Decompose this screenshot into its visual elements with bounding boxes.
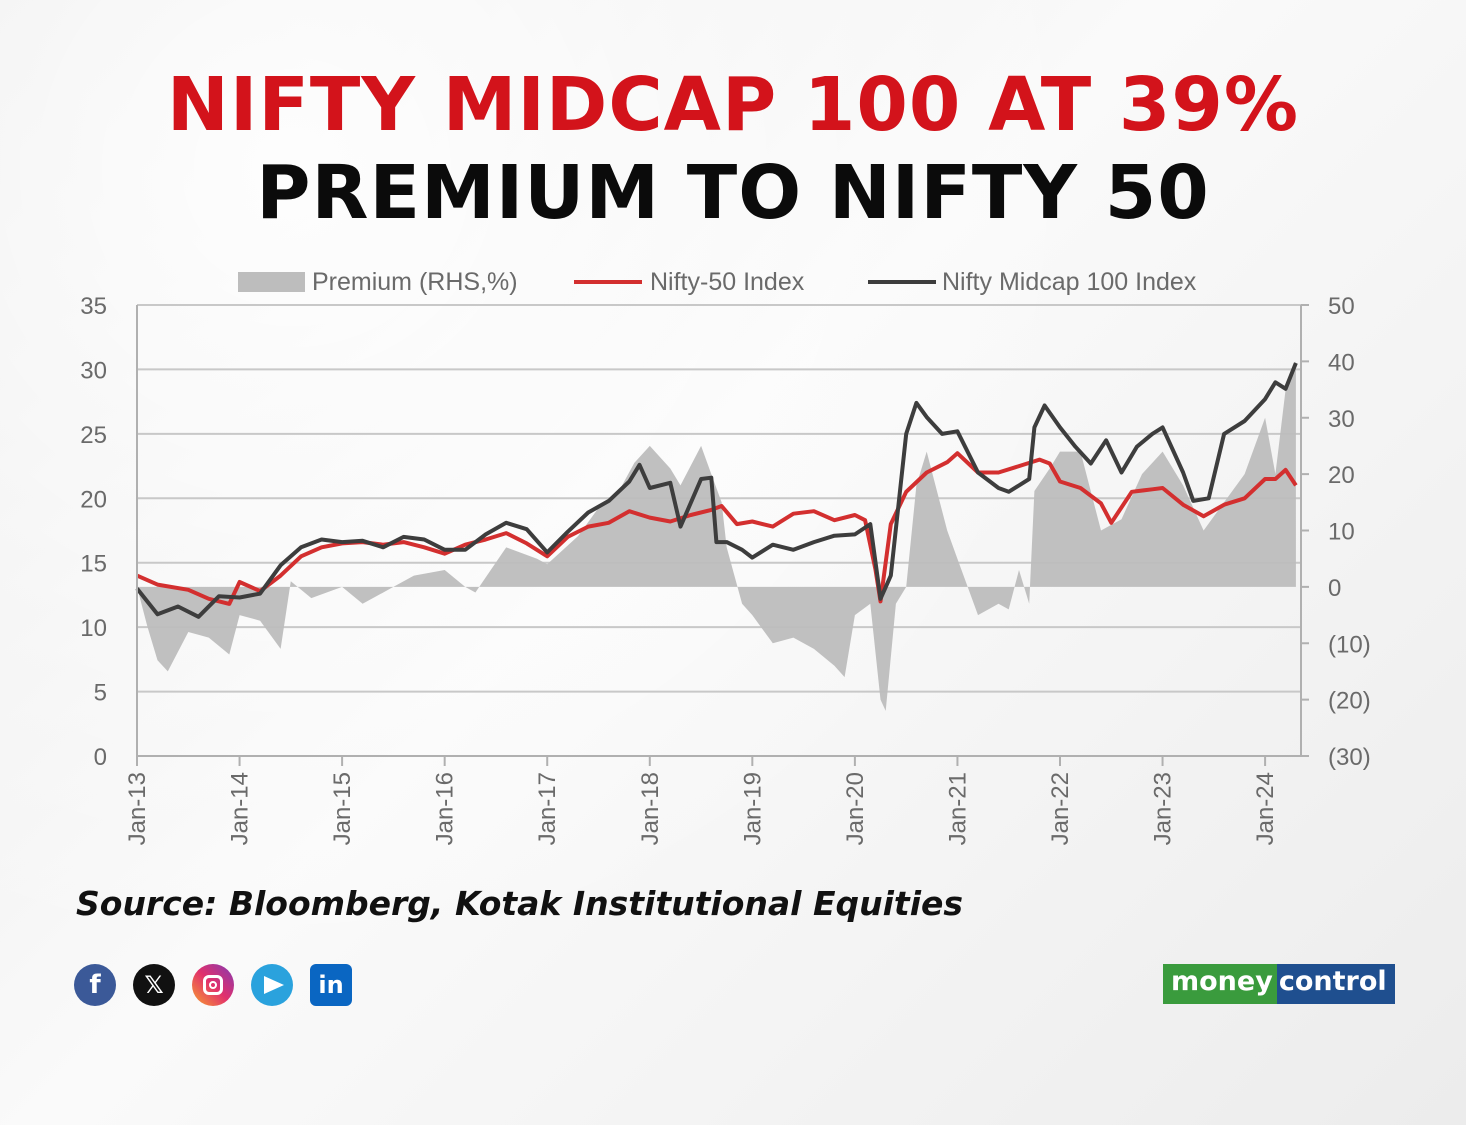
y-left-tick-label: 15 (80, 551, 107, 578)
x-tick-label: Jan-14 (227, 772, 254, 845)
x-tick-label: Jan-19 (739, 772, 766, 845)
legend-label-midcap: Nifty Midcap 100 Index (942, 268, 1197, 296)
legend-label-nifty50: Nifty-50 Index (650, 268, 805, 296)
y-left-tick-label: 5 (94, 680, 107, 707)
y-right-tick-label: (10) (1328, 631, 1371, 658)
y-right-tick-label: (20) (1328, 688, 1371, 715)
instagram-icon[interactable] (192, 964, 234, 1006)
midcap100-line (135, 362, 1298, 619)
x-tick-label: Jan-13 (124, 772, 151, 845)
logo-part-money: money (1163, 964, 1277, 1004)
x-tick-label: Jan-24 (1252, 772, 1279, 845)
logo-part-control: control (1276, 964, 1395, 1004)
moneycontrol-logo: money control (1163, 964, 1395, 1004)
y-right-tick-label: 20 (1328, 462, 1355, 489)
headline-secondary: PREMIUM TO NIFTY 50 (256, 150, 1210, 236)
legend-swatch-premium (238, 272, 305, 292)
y-left-tick-label: 30 (80, 357, 107, 384)
headline-primary: NIFTY MIDCAP 100 AT 39% (166, 62, 1300, 148)
x-tick-label: Jan-15 (329, 772, 356, 845)
x-tick-label: Jan-17 (534, 772, 561, 845)
y-left-tick-label: 10 (80, 615, 107, 642)
x-tick-label: Jan-20 (842, 772, 869, 845)
y-right-tick-label: 30 (1328, 406, 1355, 433)
facebook-icon[interactable]: f (74, 964, 116, 1006)
y-right-tick-label: 10 (1328, 519, 1355, 546)
x-tick-label: Jan-16 (432, 772, 459, 845)
y-left-tick-label: 20 (80, 486, 107, 513)
y-right-tick-label: 40 (1328, 349, 1355, 376)
y-right-tick-label: 50 (1328, 293, 1355, 320)
x-icon[interactable]: 𝕏 (133, 964, 175, 1006)
y-left-tick-label: 35 (80, 293, 107, 320)
telegram-icon[interactable] (251, 964, 293, 1006)
y-right-tick-label: (30) (1328, 744, 1371, 771)
source-note: Source: Bloomberg, Kotak Institutional E… (76, 884, 964, 923)
premium-chart: 0 5 10 15 20 25 30 35 (30) (20) (10) 0 10 20 30 40 50 Jan… (80, 268, 1371, 845)
x-tick-label: Jan-22 (1047, 772, 1074, 845)
legend-label-premium: Premium (RHS,%) (312, 268, 518, 296)
social-links: f 𝕏 in (74, 964, 352, 1006)
x-tick-label: Jan-23 (1150, 772, 1177, 845)
linkedin-icon[interactable]: in (310, 964, 352, 1006)
y-right-tick-label: 0 (1328, 575, 1341, 602)
x-tick-label: Jan-21 (944, 772, 971, 845)
y-left-tick-label: 25 (80, 422, 107, 449)
y-left-tick-label: 0 (94, 744, 107, 771)
x-tick-label: Jan-18 (637, 772, 664, 845)
